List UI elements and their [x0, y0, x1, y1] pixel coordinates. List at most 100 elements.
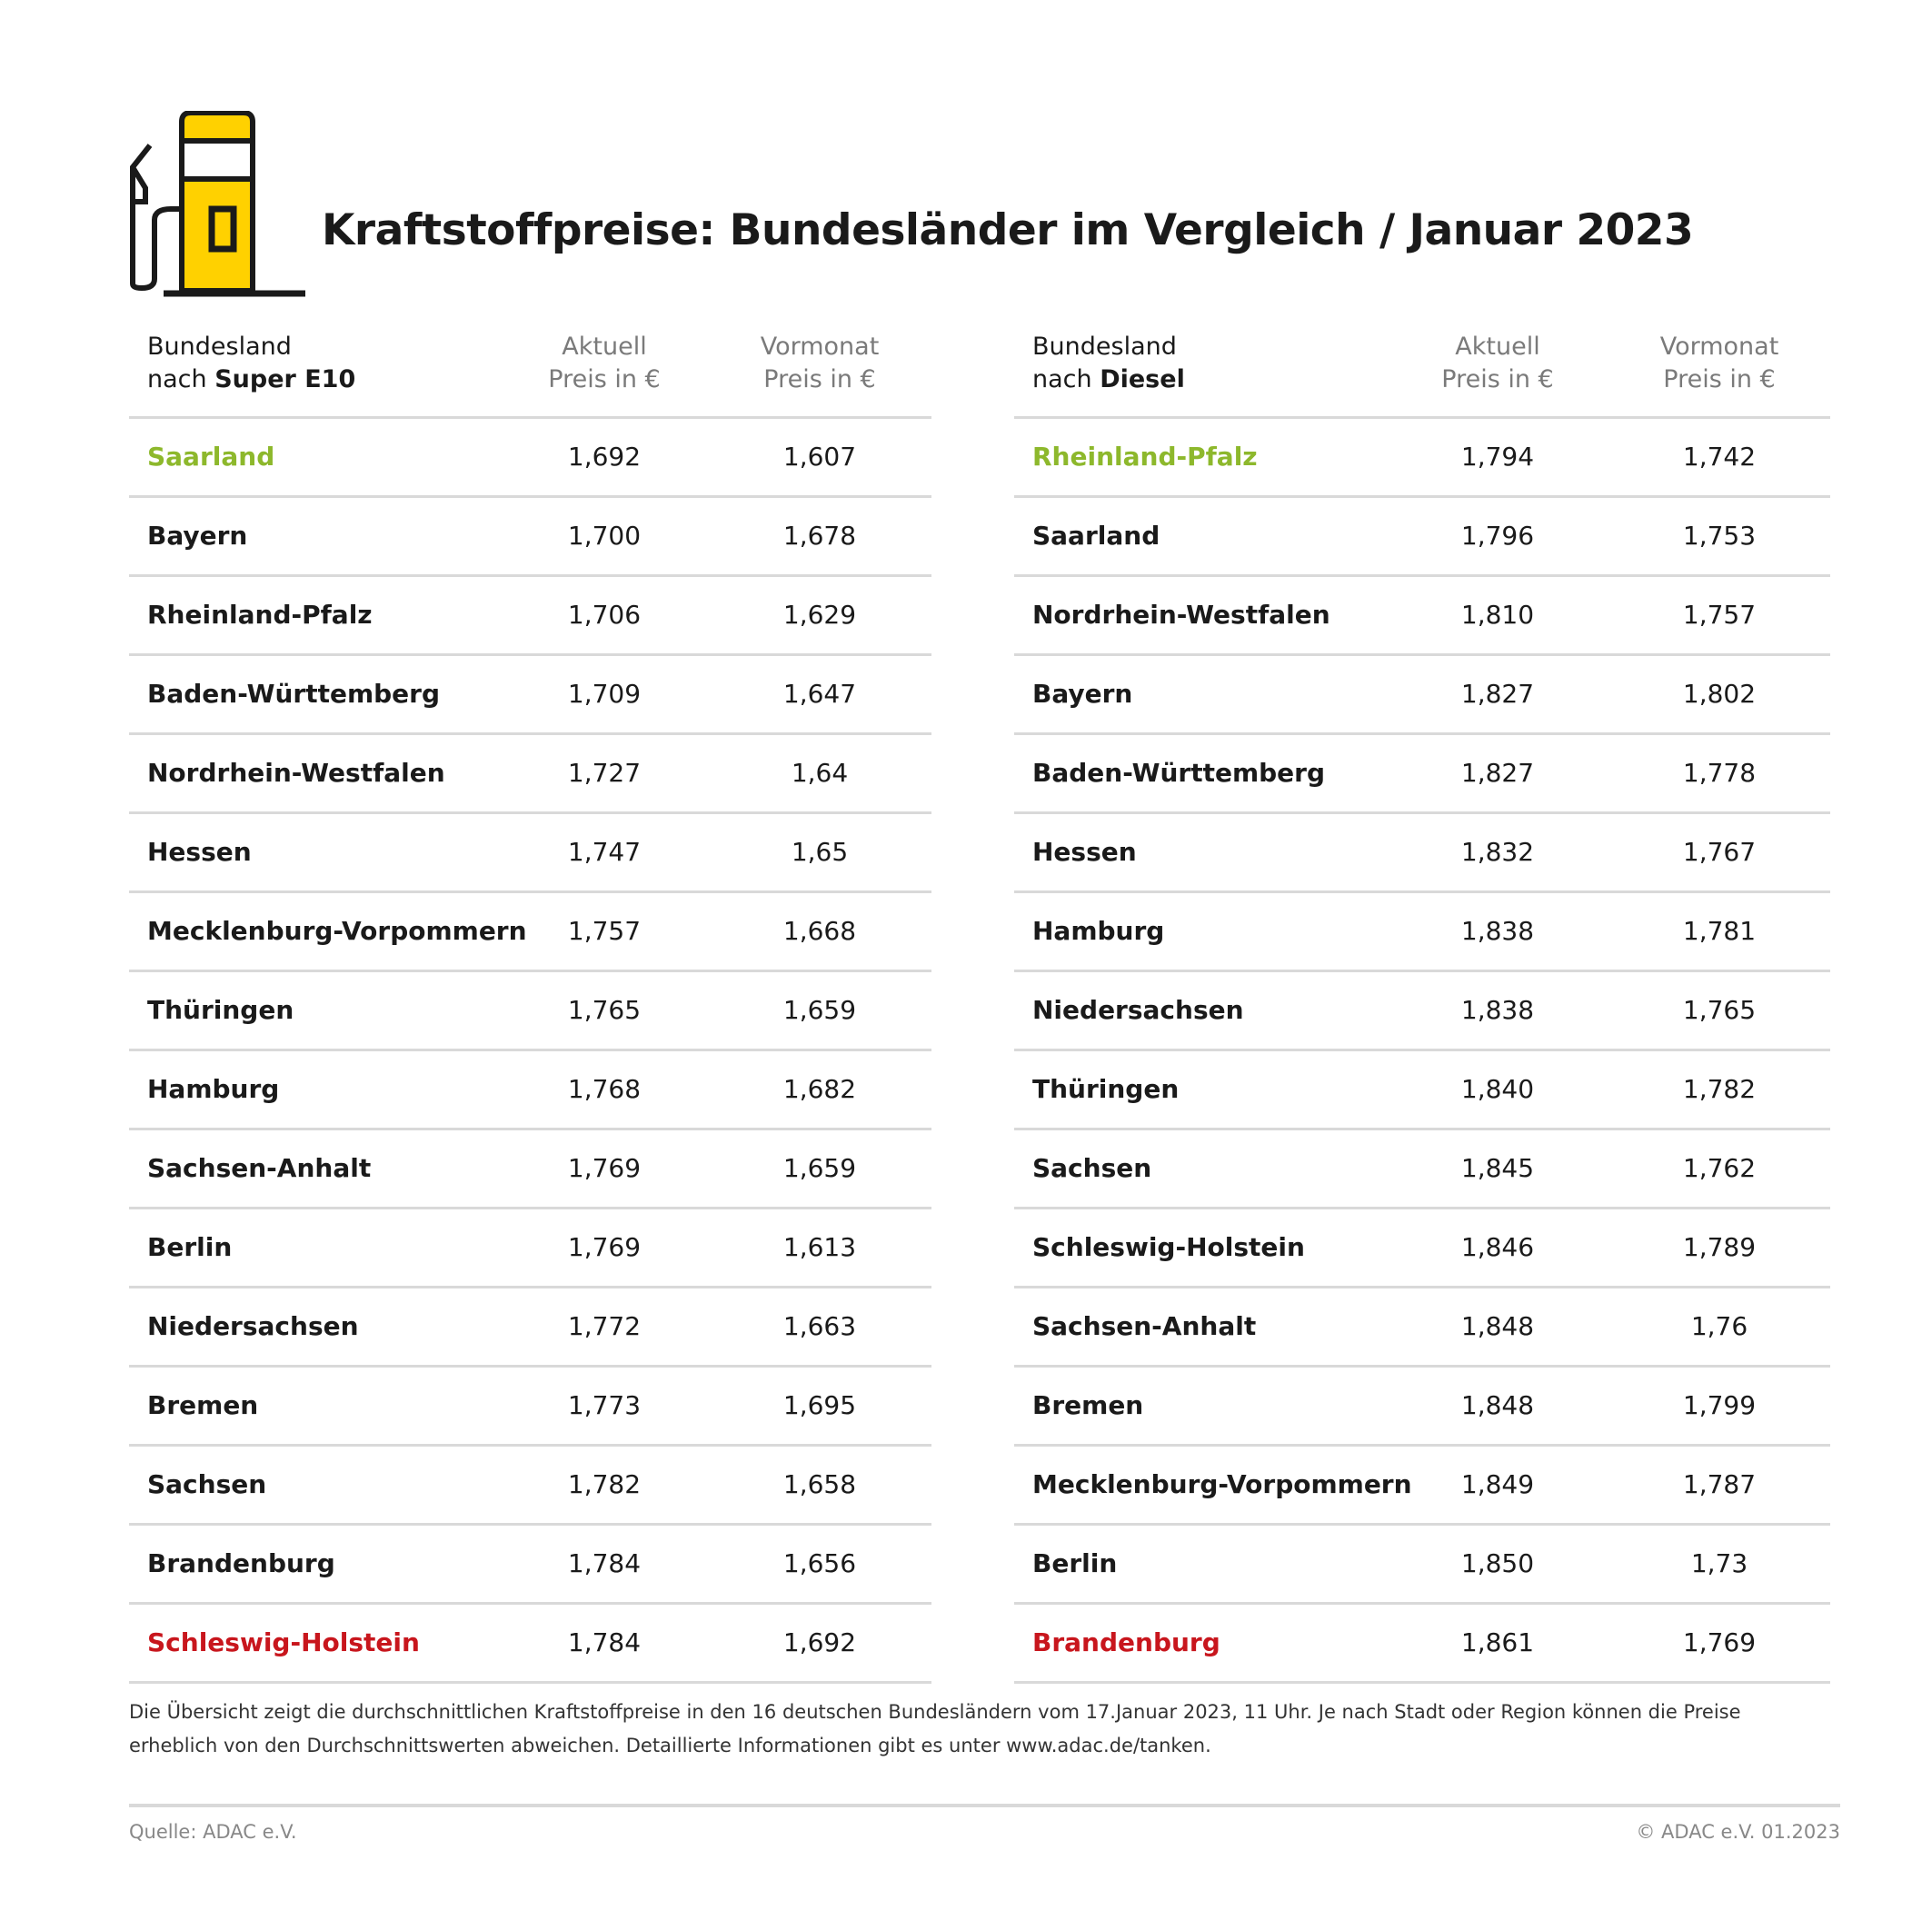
price-aktuell: 1,769: [567, 1232, 642, 1262]
table-row: Niedersachsen 1,772 1,663: [129, 1288, 931, 1368]
table-row: Sachsen 1,845 1,762: [1014, 1130, 1830, 1209]
bundesland-name: Bremen: [1032, 1390, 1144, 1420]
bundesland-name: Saarland: [147, 442, 275, 472]
bundesland-name: Baden-Württemberg: [147, 679, 441, 709]
price-vormonat: 1,789: [1682, 1232, 1757, 1262]
bundesland-name: Brandenburg: [1032, 1627, 1220, 1657]
table-row: Baden-Württemberg 1,827 1,778: [1014, 735, 1830, 814]
header-unit: Preis in €: [548, 365, 661, 393]
bundesland-name: Bayern: [1032, 679, 1133, 709]
price-vormonat: 1,656: [782, 1548, 857, 1578]
table-row: Thüringen 1,765 1,659: [129, 972, 931, 1051]
price-aktuell: 1,773: [567, 1390, 642, 1420]
column-header-aktuell: Aktuell Preis in €: [495, 331, 713, 396]
bundesland-name: Sachsen: [147, 1469, 267, 1499]
price-aktuell: 1,845: [1460, 1153, 1535, 1183]
price-vormonat: 1,76: [1690, 1311, 1748, 1341]
table-row: Bayern 1,700 1,678: [129, 498, 931, 577]
price-vormonat: 1,767: [1682, 837, 1757, 867]
table-row: Brandenburg 1,861 1,769: [1014, 1605, 1830, 1684]
table-row: Baden-Württemberg 1,709 1,647: [129, 656, 931, 735]
price-aktuell: 1,769: [567, 1153, 642, 1183]
price-aktuell: 1,850: [1460, 1548, 1535, 1578]
price-vormonat: 1,629: [782, 600, 857, 630]
source-label: Quelle: ADAC e.V.: [129, 1821, 297, 1843]
table-row: Sachsen 1,782 1,658: [129, 1447, 931, 1526]
footer-divider: [129, 1804, 1840, 1807]
price-aktuell: 1,840: [1460, 1074, 1535, 1104]
table-row: Mecklenburg-Vorpommern 1,757 1,668: [129, 893, 931, 972]
bundesland-name: Hessen: [147, 837, 252, 867]
bundesland-name: Thüringen: [1032, 1074, 1180, 1104]
price-aktuell: 1,796: [1460, 521, 1535, 551]
bundesland-name: Rheinland-Pfalz: [1032, 442, 1258, 472]
price-vormonat: 1,742: [1682, 442, 1757, 472]
price-aktuell: 1,692: [567, 442, 642, 472]
price-vormonat: 1,659: [782, 995, 857, 1025]
bundesland-name: Berlin: [1032, 1548, 1118, 1578]
header-unit: Preis in €: [763, 365, 876, 393]
price-vormonat: 1,769: [1682, 1627, 1757, 1657]
table-row: Berlin 1,850 1,73: [1014, 1526, 1830, 1605]
header-label: Bundesland: [147, 333, 292, 361]
bundesland-name: Berlin: [147, 1232, 233, 1262]
price-vormonat: 1,692: [782, 1627, 857, 1657]
price-vormonat: 1,757: [1682, 600, 1757, 630]
price-vormonat: 1,778: [1682, 758, 1757, 788]
price-aktuell: 1,747: [567, 837, 642, 867]
header-label: Vormonat: [1659, 333, 1779, 361]
price-aktuell: 1,709: [567, 679, 642, 709]
price-aktuell: 1,782: [567, 1469, 642, 1499]
price-aktuell: 1,757: [567, 916, 642, 946]
price-vormonat: 1,781: [1682, 916, 1757, 946]
table-row: Saarland 1,692 1,607: [129, 419, 931, 498]
page-title: Kraftstoffpreise: Bundesländer im Vergle…: [322, 205, 1694, 255]
column-header-bundesland: Bundesland nach Super E10: [147, 331, 355, 396]
bundesland-name: Hamburg: [147, 1074, 280, 1104]
bundesland-name: Brandenburg: [147, 1548, 335, 1578]
price-vormonat: 1,787: [1682, 1469, 1757, 1499]
price-vormonat: 1,73: [1690, 1548, 1748, 1578]
bundesland-name: Bayern: [147, 521, 248, 551]
column-header-aktuell: Aktuell Preis in €: [1389, 331, 1607, 396]
diesel-table: Bundesland nach Diesel Aktuell Preis in € …: [1014, 327, 1830, 1684]
bundesland-name: Bremen: [147, 1390, 259, 1420]
price-aktuell: 1,832: [1460, 837, 1535, 867]
bundesland-name: Rheinland-Pfalz: [147, 600, 373, 630]
table-row: Hessen 1,747 1,65: [129, 814, 931, 893]
price-vormonat: 1,799: [1682, 1390, 1757, 1420]
table-header: Bundesland nach Diesel Aktuell Preis in € …: [1014, 327, 1830, 419]
table-row: Mecklenburg-Vorpommern 1,849 1,787: [1014, 1447, 1830, 1526]
price-aktuell: 1,768: [567, 1074, 642, 1104]
bundesland-name: Saarland: [1032, 521, 1160, 551]
super-e10-table: Bundesland nach Super E10 Aktuell Preis in…: [129, 327, 931, 1684]
price-vormonat: 1,682: [782, 1074, 857, 1104]
fuel-pump-icon: [130, 111, 305, 297]
price-aktuell: 1,849: [1460, 1469, 1535, 1499]
table-row: Bremen 1,773 1,695: [129, 1368, 931, 1447]
price-vormonat: 1,765: [1682, 995, 1757, 1025]
price-aktuell: 1,706: [567, 600, 642, 630]
bundesland-name: Schleswig-Holstein: [1032, 1232, 1305, 1262]
price-aktuell: 1,700: [567, 521, 642, 551]
price-vormonat: 1,659: [782, 1153, 857, 1183]
bundesland-name: Baden-Württemberg: [1032, 758, 1326, 788]
bundesland-name: Thüringen: [147, 995, 294, 1025]
price-aktuell: 1,784: [567, 1627, 642, 1657]
bundesland-name: Mecklenburg-Vorpommern: [147, 916, 527, 946]
price-aktuell: 1,772: [567, 1311, 642, 1341]
price-aktuell: 1,765: [567, 995, 642, 1025]
price-aktuell: 1,848: [1460, 1390, 1535, 1420]
price-vormonat: 1,65: [791, 837, 849, 867]
copyright-label: © ADAC e.V. 01.2023: [1636, 1821, 1840, 1843]
table-row: Hamburg 1,768 1,682: [129, 1051, 931, 1130]
price-vormonat: 1,753: [1682, 521, 1757, 551]
price-vormonat: 1,613: [782, 1232, 857, 1262]
header-prefix: nach: [1032, 365, 1100, 393]
column-header-vormonat: Vormonat Preis in €: [1610, 331, 1828, 396]
table-row: Niedersachsen 1,838 1,765: [1014, 972, 1830, 1051]
header-prefix: nach: [147, 365, 215, 393]
header-label: Bundesland: [1032, 333, 1177, 361]
price-vormonat: 1,64: [791, 758, 849, 788]
price-aktuell: 1,846: [1460, 1232, 1535, 1262]
